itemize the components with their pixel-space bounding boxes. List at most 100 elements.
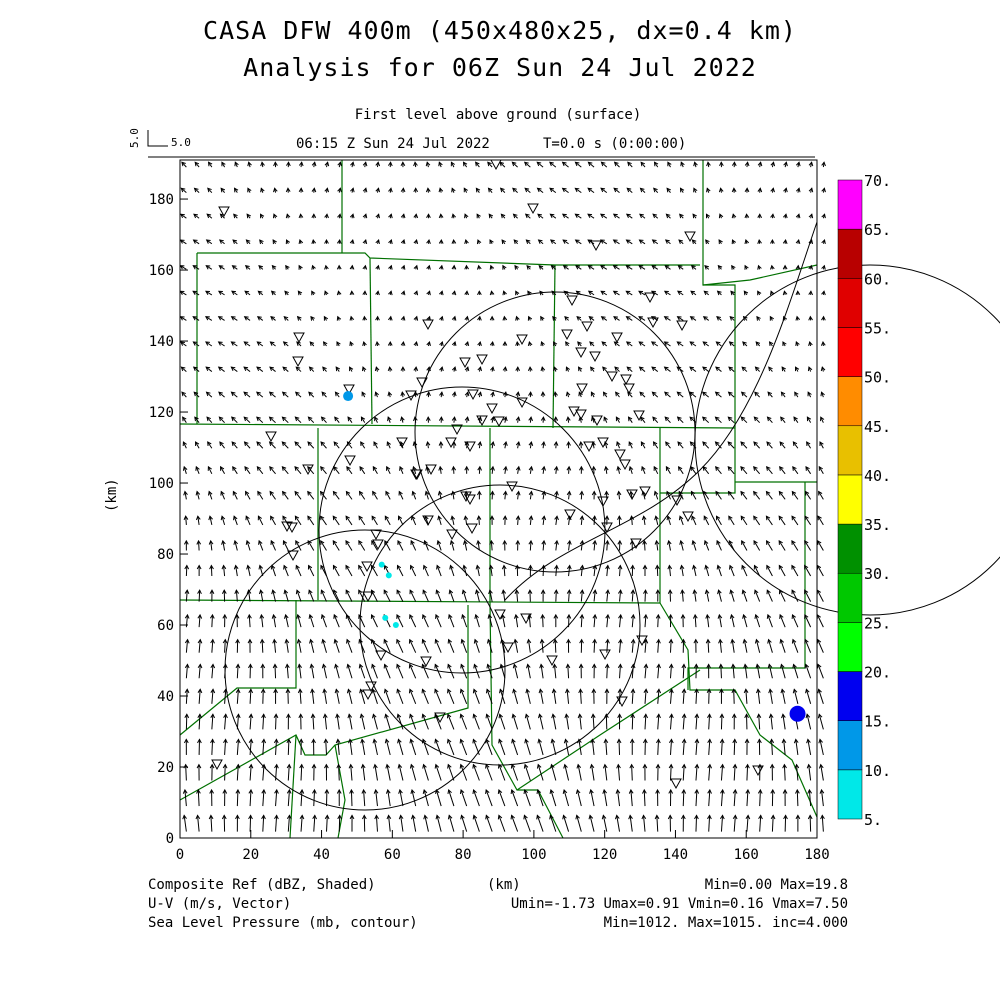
wind-arrowhead: [753, 564, 759, 570]
wind-arrowhead: [503, 465, 508, 471]
wind-arrowhead: [234, 161, 239, 167]
wind-arrowhead: [805, 713, 811, 719]
wind-arrowhead: [183, 515, 189, 521]
wind-vector: [695, 739, 698, 755]
station-marker: [292, 356, 304, 368]
wind-arrowhead: [335, 738, 341, 744]
wind-vector: [779, 466, 786, 475]
wind-arrowhead: [588, 814, 594, 820]
wind-arrowhead: [541, 465, 546, 471]
wind-vector: [247, 565, 251, 577]
wind-arrowhead: [656, 638, 661, 644]
station-marker: [520, 613, 532, 625]
wind-arrowhead: [779, 465, 784, 471]
wind-vector: [472, 764, 480, 781]
wind-arrowhead: [439, 340, 444, 346]
wind-arrowhead: [641, 515, 647, 521]
wind-vector: [593, 614, 596, 628]
wind-arrowhead: [753, 416, 759, 422]
wind-arrowhead: [195, 465, 200, 471]
wind-arrowhead: [641, 465, 646, 471]
wind-arrowhead: [451, 315, 457, 321]
wind-arrowhead: [245, 490, 250, 496]
wind-arrowhead: [309, 638, 314, 644]
wind-arrowhead: [765, 466, 771, 471]
wind-vector: [333, 565, 340, 577]
wind-arrowhead: [804, 663, 810, 669]
wind-arrowhead: [223, 738, 228, 744]
wind-arrowhead: [567, 539, 572, 545]
station-marker: [583, 441, 595, 453]
wind-vector: [363, 789, 366, 807]
wind-vector: [690, 316, 697, 321]
wind-vector: [615, 416, 620, 423]
wind-arrowhead: [349, 213, 355, 219]
wind-arrowhead: [576, 763, 582, 769]
wind-arrowhead: [705, 239, 710, 245]
wind-vector: [397, 565, 404, 577]
wind-arrowhead: [805, 688, 810, 694]
wind-vector: [682, 664, 685, 679]
wind-arrowhead: [639, 391, 645, 397]
wind-arrowhead: [473, 638, 479, 644]
wind-arrowhead: [383, 589, 388, 595]
wind-arrowhead: [643, 688, 649, 694]
wind-vector: [575, 265, 582, 270]
wind-vector: [313, 789, 316, 807]
wind-arrowhead: [385, 763, 390, 769]
wind-arrowhead: [230, 316, 236, 321]
wind-vector: [385, 714, 391, 730]
wind-arrowhead: [362, 264, 368, 270]
wind-arrowhead: [258, 539, 263, 545]
wind-arrowhead: [371, 515, 376, 521]
wind-vector: [460, 664, 468, 679]
wind-vector: [665, 441, 671, 449]
wind-arrowhead: [731, 213, 737, 219]
wind-arrowhead: [770, 161, 776, 167]
wind-arrowhead: [524, 187, 530, 193]
wind-arrowhead: [256, 341, 262, 346]
wind-arrowhead: [205, 290, 210, 295]
wind-arrowhead: [653, 161, 659, 167]
wind-vector: [689, 341, 697, 347]
wind-vector: [256, 366, 264, 372]
wind-arrowhead: [549, 239, 555, 244]
wind-arrowhead: [804, 490, 810, 496]
wind-arrowhead: [808, 290, 814, 296]
wind-arrowhead: [256, 316, 262, 321]
wind-arrowhead: [638, 265, 644, 270]
wind-vector: [210, 815, 213, 832]
wind-arrowhead: [437, 515, 442, 521]
wind-vector: [349, 739, 353, 756]
wind-arrowhead: [472, 788, 477, 794]
wind-arrowhead: [384, 713, 389, 719]
wind-vector: [384, 515, 391, 526]
wind-vector: [759, 815, 762, 832]
wind-arrowhead: [235, 663, 241, 669]
wind-arrowhead: [180, 341, 185, 346]
wind-vector: [450, 540, 455, 551]
wind-vector: [220, 466, 226, 475]
wind-arrowhead: [539, 638, 545, 644]
wind-vector: [375, 815, 378, 832]
wind-arrowhead: [820, 340, 826, 346]
wind-arrowhead: [679, 564, 685, 570]
wind-arrowhead: [409, 763, 415, 769]
wind-vector: [702, 416, 710, 424]
wind-vector: [565, 714, 570, 730]
wind-vector: [294, 515, 302, 526]
wind-arrowhead: [779, 441, 785, 447]
wind-arrowhead: [461, 589, 467, 595]
wind-arrowhead: [396, 589, 401, 595]
wind-arrowhead: [196, 763, 202, 769]
wind-arrowhead: [638, 239, 644, 244]
wind-vector: [702, 366, 710, 372]
wind-arrowhead: [192, 265, 198, 270]
county-boundary: [179, 600, 297, 736]
wind-vector: [244, 316, 251, 321]
wind-vector: [730, 614, 735, 628]
wind-vector: [517, 441, 520, 449]
wind-vector: [410, 565, 417, 577]
wind-arrowhead: [387, 416, 392, 422]
elapsed-label: T=0.0 s (0:00:00): [543, 136, 687, 152]
